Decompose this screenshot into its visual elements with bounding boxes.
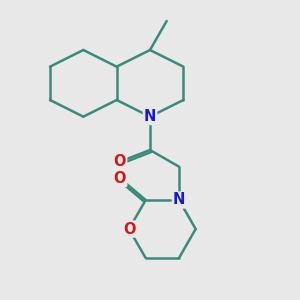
Text: N: N	[173, 193, 185, 208]
Text: O: O	[123, 221, 135, 236]
Text: O: O	[114, 154, 126, 169]
Text: O: O	[114, 171, 126, 186]
Text: N: N	[144, 109, 156, 124]
